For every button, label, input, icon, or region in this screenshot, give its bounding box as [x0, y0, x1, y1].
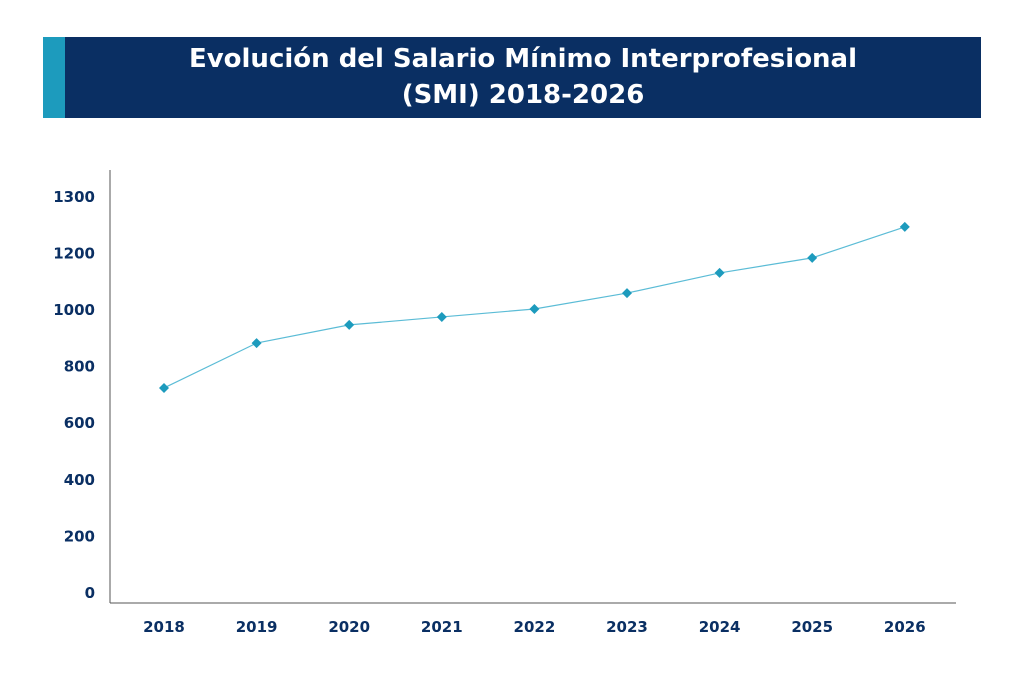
- x-tick-label: 2019: [236, 618, 278, 636]
- x-tick-label: 2023: [606, 618, 648, 636]
- y-tick-label: 200: [64, 527, 95, 545]
- y-tick-label: 1300: [53, 188, 95, 206]
- y-tick-label: 1000: [53, 301, 95, 319]
- y-tick-label: 800: [64, 358, 95, 376]
- y-tick-label: 0: [85, 584, 95, 602]
- title-line-1: Evolución del Salario Mínimo Interprofes…: [188, 44, 858, 74]
- y-tick-label: 1200: [53, 244, 95, 262]
- x-tick-label: 2018: [143, 618, 185, 636]
- data-point-2018: [159, 382, 169, 393]
- data-point-2023: [622, 288, 632, 299]
- x-tick-label: 2022: [514, 618, 556, 636]
- data-point-2021: [436, 311, 447, 322]
- x-tick-label: 2020: [328, 618, 370, 636]
- chart-title: Evolución del Salario Mínimo Interprofes…: [65, 41, 981, 113]
- banner-accent: [43, 37, 65, 118]
- x-tick-label: 2024: [699, 618, 741, 636]
- y-tick-label: 400: [64, 471, 95, 489]
- data-point-2026: [899, 221, 910, 232]
- x-tick-label: 2021: [421, 618, 463, 636]
- title-line-2: (SMI) 2018-2026: [401, 80, 645, 110]
- data-point-2022: [529, 304, 540, 314]
- data-point-2025: [807, 252, 818, 263]
- data-point-2019: [251, 338, 262, 349]
- data-point-2024: [714, 267, 725, 278]
- x-tick-label: 2025: [791, 618, 833, 636]
- y-tick-label: 600: [64, 414, 95, 432]
- title-banner: Evolución del Salario Mínimo Interprofes…: [43, 37, 981, 118]
- x-tick-label: 2026: [884, 618, 926, 636]
- data-point-2020: [344, 319, 355, 330]
